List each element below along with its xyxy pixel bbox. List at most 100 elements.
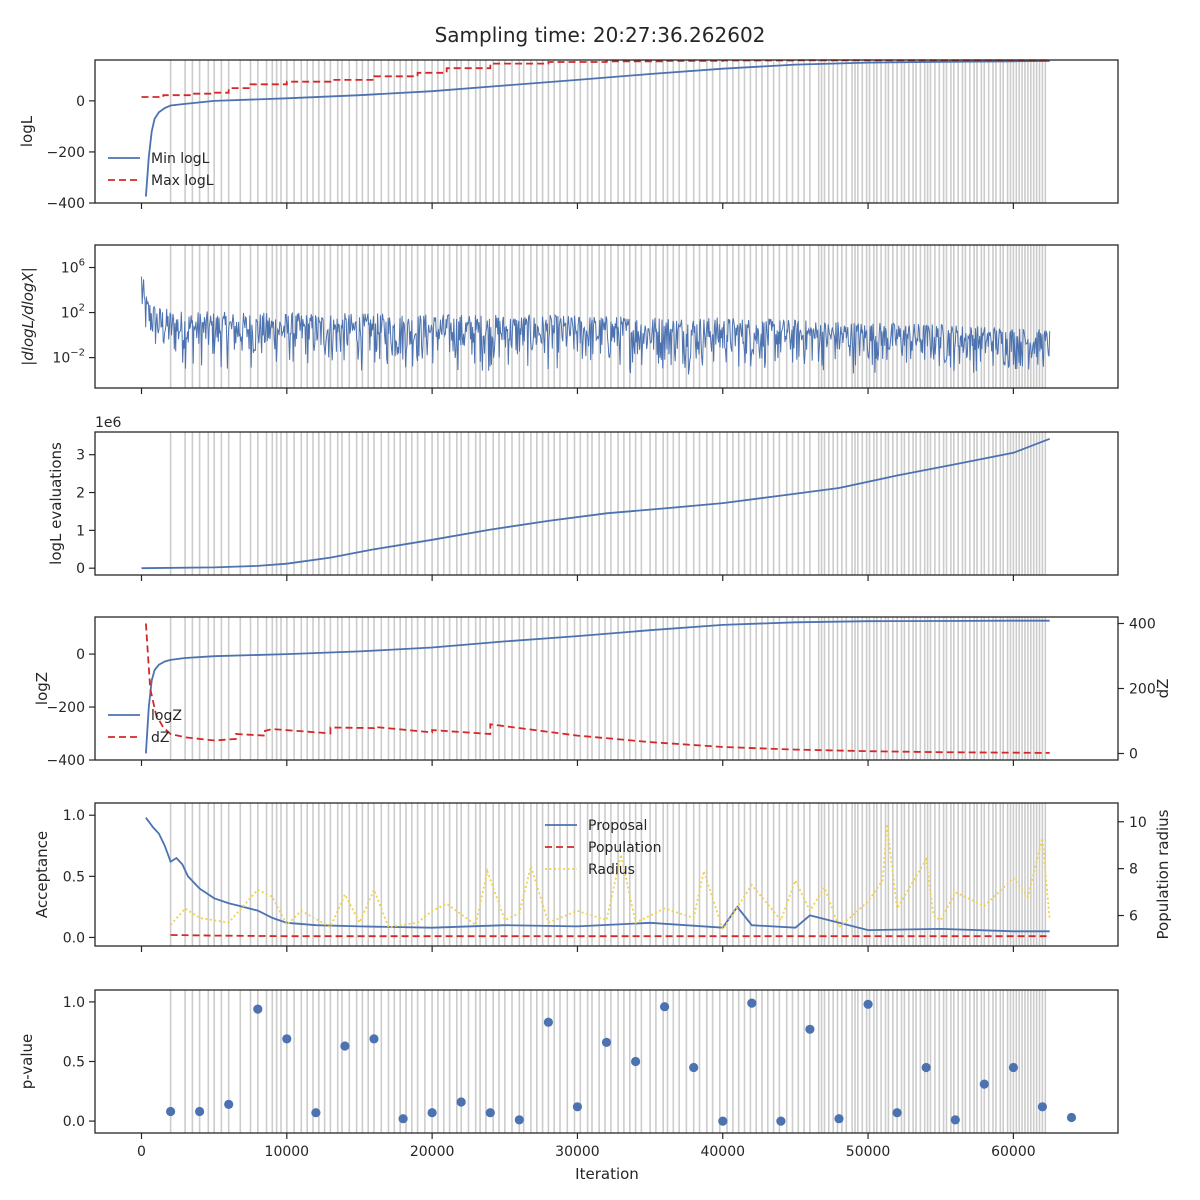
scatter-point <box>601 1037 612 1047</box>
legend-label: Min logL <box>151 151 210 167</box>
scatter-point <box>834 1114 844 1124</box>
y-tick-label: −200 <box>47 145 85 161</box>
run-markers <box>169 432 1047 575</box>
scatter-point <box>543 1017 554 1027</box>
series-line-0 <box>141 276 1051 375</box>
x-tick-label: 10000 <box>265 1144 310 1160</box>
y-tick-label: 0.0 <box>63 1114 85 1130</box>
run-markers <box>169 245 1047 388</box>
y-tick-label: 1.0 <box>63 995 85 1011</box>
series-line-1 <box>145 623 1050 754</box>
panel-5: 0.0 0.5 1.0 6 8 10 Population radius Acceptance… <box>33 802 1172 952</box>
y-tick-label: 1.0 <box>63 808 85 824</box>
panel-2: 10−2 102 106 |dlogL/dlogX| <box>19 244 1119 394</box>
axes-frame <box>94 616 1119 761</box>
scatter-point <box>166 1106 176 1117</box>
scatter-point <box>689 1062 699 1073</box>
legend-label: Max logL <box>151 173 214 189</box>
x-tick-label: 20000 <box>410 1144 455 1160</box>
axes-frame <box>94 244 1119 389</box>
run-markers <box>169 60 1047 203</box>
legend-label: Radius <box>588 862 635 878</box>
scatter-point <box>369 1034 379 1044</box>
run-markers <box>169 990 1047 1133</box>
y-tick-label: −200 <box>47 700 85 716</box>
scatter-point <box>892 1108 902 1118</box>
series-line-2 <box>169 823 1051 932</box>
y-tick-label: 3 <box>76 448 85 464</box>
scatter-point <box>224 1099 234 1109</box>
y-tick-label: 1 <box>76 523 85 539</box>
scatter-point <box>282 1034 292 1044</box>
x-tick-label: 30000 <box>555 1144 600 1160</box>
scatter-point <box>921 1062 931 1073</box>
scatter-point <box>1037 1102 1047 1112</box>
legend-label: Population <box>588 840 662 856</box>
series-line-0 <box>145 817 1050 933</box>
y-axis-label: logL evaluations <box>47 442 65 565</box>
scatter-point <box>863 999 873 1009</box>
y-axis-label: logL <box>18 115 36 147</box>
y2-axis-label: Population radius <box>1154 809 1172 939</box>
y-tick-label: 0.0 <box>63 930 85 946</box>
y2-axis-label: dZ <box>1154 679 1172 699</box>
y-tick-label: 2 <box>76 486 85 502</box>
series-line-1 <box>170 934 1050 938</box>
y-tick-label: 0.5 <box>63 869 85 885</box>
scatter-point <box>631 1056 641 1067</box>
y-axis-label: p-value <box>18 1034 36 1090</box>
y-tick-label: 0.5 <box>63 1055 85 1071</box>
plot-area <box>166 998 1077 1126</box>
x-tick-label: 50000 <box>846 1144 891 1160</box>
scatter-point <box>253 1004 263 1014</box>
scatter-point <box>195 1106 205 1117</box>
scatter-point <box>660 1002 670 1012</box>
x-tick-label: 40000 <box>700 1144 745 1160</box>
scatter-point <box>456 1097 466 1107</box>
x-tick-label: 60000 <box>991 1144 1036 1160</box>
run-markers <box>169 803 1047 946</box>
y-axis-label: Acceptance <box>33 831 51 918</box>
scatter-point <box>485 1108 495 1118</box>
y2-tick-label: 6 <box>1129 909 1138 925</box>
scatter-point <box>979 1079 989 1089</box>
y-axis-label: logZ <box>33 672 51 705</box>
x-tick-label: 0 <box>137 1144 146 1160</box>
scatter-point <box>1008 1062 1019 1073</box>
plot-area <box>145 619 1050 754</box>
y2-tick-label: 200 <box>1129 682 1156 698</box>
y-axis-label: |dlogL/dlogX| <box>19 267 37 366</box>
plot-area <box>145 817 1051 938</box>
scatter-point <box>776 1116 786 1126</box>
legend-label: Proposal <box>588 818 647 834</box>
y-tick-label: 0 <box>76 647 85 663</box>
panel-3: 0 1 2 3 logL evaluations 1e6 <box>47 415 1119 581</box>
series-line-1 <box>141 59 1050 98</box>
y-tick-label: 10−2 <box>52 348 85 367</box>
series-line-0 <box>141 437 1051 570</box>
legend-label: dZ <box>151 730 169 746</box>
scatter-point <box>747 998 757 1008</box>
axes-frame <box>94 59 1119 204</box>
scatter-point <box>398 1114 408 1124</box>
y2-tick-label: 0 <box>1129 747 1138 763</box>
scatter-point <box>572 1102 583 1112</box>
y-tick-label: 0 <box>76 561 85 577</box>
scatter-point <box>311 1108 321 1118</box>
scatter-point <box>805 1024 815 1034</box>
y-tick-label: −400 <box>47 196 85 212</box>
panel-1: −400 −200 0 logL Min logL Max logL <box>18 59 1119 212</box>
y2-tick-label: 10 <box>1129 815 1147 831</box>
panel-6: 0 10000 20000 30000 40000 50000 60000 0.0 0.5 1.0… <box>18 989 1119 1160</box>
axes-frame <box>94 989 1119 1134</box>
scatter-point <box>718 1116 728 1126</box>
scatter-point <box>427 1108 437 1118</box>
series-line-0 <box>145 619 1050 754</box>
legend: Min logL Max logL <box>108 151 214 189</box>
legend: logZ dZ <box>108 708 182 746</box>
y2-tick-label: 400 <box>1129 617 1156 633</box>
scatter-point <box>514 1115 524 1125</box>
y-tick-label: 0 <box>76 94 85 110</box>
plot-area <box>141 437 1051 570</box>
